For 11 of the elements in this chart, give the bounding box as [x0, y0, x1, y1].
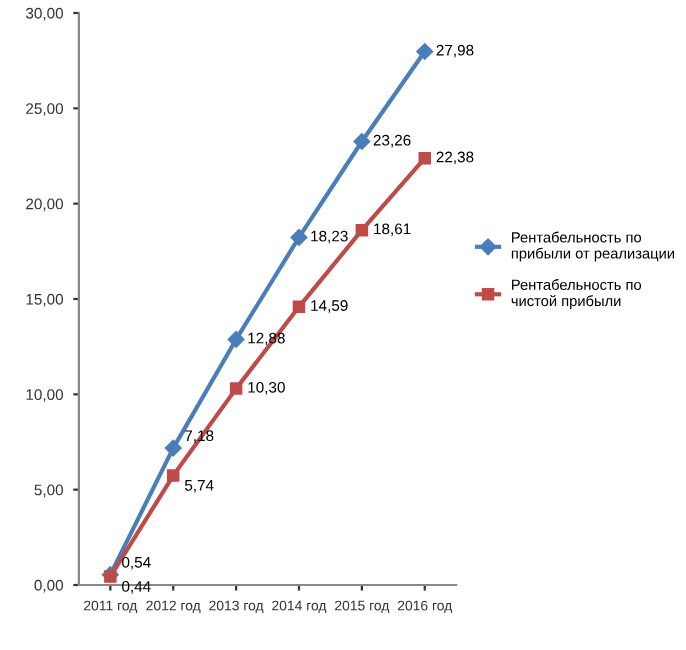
point [416, 43, 434, 60]
point [229, 382, 243, 395]
point [290, 229, 308, 246]
point [227, 331, 245, 348]
point [355, 223, 369, 237]
point [418, 152, 431, 165]
point [292, 300, 306, 314]
point [164, 439, 182, 457]
point [353, 133, 371, 150]
point [104, 570, 117, 583]
point [166, 469, 180, 482]
